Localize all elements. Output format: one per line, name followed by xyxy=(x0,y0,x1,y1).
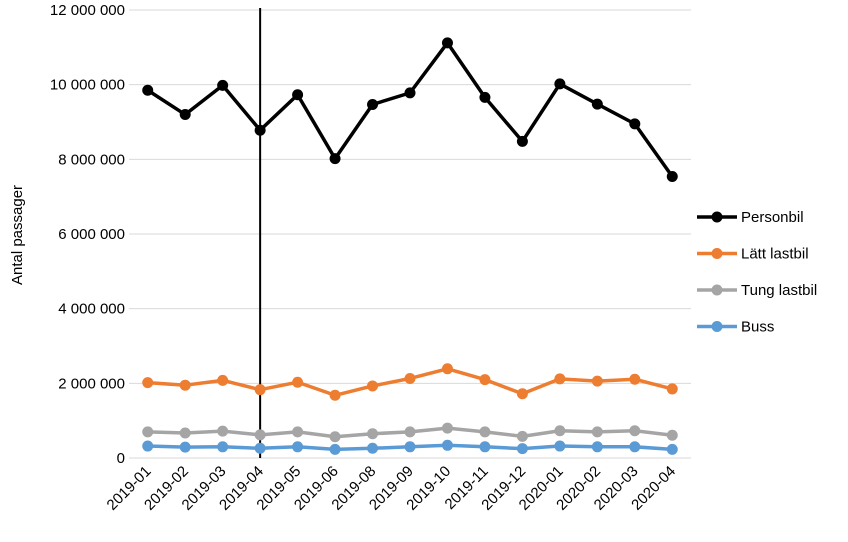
legend-swatch-marker xyxy=(711,321,723,332)
y-tick-label: 6 000 000 xyxy=(58,226,125,243)
data-point xyxy=(217,425,229,437)
data-point xyxy=(179,427,191,439)
series-line xyxy=(146,41,674,178)
data-point xyxy=(554,78,566,90)
data-point xyxy=(516,135,528,147)
data-point xyxy=(292,89,304,101)
data-point xyxy=(329,431,341,443)
data-point xyxy=(441,37,453,49)
legend-swatch-marker xyxy=(711,211,723,223)
data-point xyxy=(666,383,678,395)
data-point xyxy=(479,91,491,103)
legend-label: Tung lastbil xyxy=(741,282,817,299)
data-point xyxy=(142,440,154,452)
data-point xyxy=(479,441,491,453)
y-tick-label: 10 000 000 xyxy=(50,77,125,94)
data-point xyxy=(554,373,566,385)
data-point xyxy=(629,118,641,130)
data-point xyxy=(516,430,528,442)
data-point xyxy=(441,363,453,375)
legend-item: Personbil xyxy=(697,209,804,226)
data-point xyxy=(254,124,266,136)
series-personbil xyxy=(142,37,678,183)
y-tick-label: 2 000 000 xyxy=(58,375,125,392)
legend-swatch-marker xyxy=(711,284,723,296)
data-point xyxy=(666,429,678,441)
data-point xyxy=(367,380,379,392)
data-point xyxy=(142,426,154,438)
data-point xyxy=(591,426,603,438)
data-point xyxy=(666,443,678,455)
data-point xyxy=(217,79,229,91)
data-point xyxy=(142,377,154,389)
data-point xyxy=(329,443,341,455)
y-axis-ticks: 0 2 000 000 4 000 000 6 000 000 8 000 000 10 … xyxy=(50,2,125,467)
data-point xyxy=(329,153,341,165)
legend-label: Buss xyxy=(741,319,774,336)
data-point xyxy=(479,426,491,438)
series-buss xyxy=(142,439,678,455)
series-group xyxy=(142,37,678,455)
legend-label: Personbil xyxy=(741,209,804,226)
data-point xyxy=(292,376,304,388)
data-point xyxy=(479,374,491,386)
data-point xyxy=(404,426,416,438)
data-point xyxy=(292,426,304,438)
legend-item: Tung lastbil xyxy=(697,282,817,299)
gridlines xyxy=(129,9,691,384)
data-point xyxy=(404,372,416,384)
legend-label: Lätt lastbil xyxy=(741,246,809,263)
data-point xyxy=(441,439,453,451)
data-point xyxy=(254,442,266,454)
data-point xyxy=(179,379,191,391)
y-axis-title: Antal passager xyxy=(9,185,26,285)
data-point xyxy=(142,84,154,96)
data-point xyxy=(217,374,229,386)
legend: Personbil Lätt lastbil Tung lastbil Buss xyxy=(697,209,817,336)
y-tick-label: 12 000 000 xyxy=(50,2,125,19)
data-point xyxy=(629,441,641,453)
data-point xyxy=(629,425,641,437)
data-point xyxy=(591,98,603,110)
data-point xyxy=(404,441,416,453)
data-point xyxy=(254,384,266,396)
y-tick-label: 4 000 000 xyxy=(58,301,125,318)
data-point xyxy=(554,425,566,437)
legend-item: Lätt lastbil xyxy=(697,246,809,263)
series-tung-lastbil xyxy=(142,422,678,443)
data-point xyxy=(404,87,416,99)
data-point xyxy=(591,441,603,453)
data-point xyxy=(516,388,528,400)
x-axis-ticks: 2019-012019-022019-032019-042019-052019-… xyxy=(104,463,679,514)
data-point xyxy=(666,171,678,183)
data-point xyxy=(516,443,528,455)
data-point xyxy=(179,109,191,121)
data-point xyxy=(629,373,641,385)
data-point xyxy=(554,440,566,452)
data-point xyxy=(367,98,379,110)
legend-swatch-marker xyxy=(711,248,723,259)
legend-item: Buss xyxy=(697,319,774,336)
data-point xyxy=(254,429,266,441)
data-point xyxy=(329,389,341,401)
data-point xyxy=(367,442,379,454)
y-tick-label: 0 xyxy=(117,450,125,467)
data-point xyxy=(179,441,191,453)
data-point xyxy=(367,428,379,440)
y-tick-label: 8 000 000 xyxy=(58,151,125,168)
series-l-tt-lastbil xyxy=(142,363,678,401)
data-point xyxy=(441,422,453,434)
data-point xyxy=(292,441,304,453)
data-point xyxy=(591,375,603,387)
data-point xyxy=(217,441,229,453)
